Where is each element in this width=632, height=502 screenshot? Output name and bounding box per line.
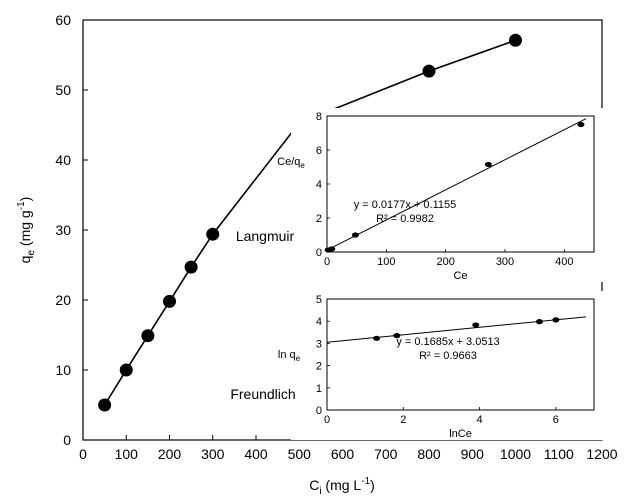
y-tick-label: 30 bbox=[55, 222, 71, 238]
qe-data-point bbox=[163, 294, 176, 308]
x-axis-title: Ci (mg L-1) bbox=[309, 476, 375, 497]
main-plot: 0 100 200 300 400 500 600 700 800 900 1000 1100 1200… bbox=[16, 12, 618, 497]
inset-frame bbox=[326, 298, 595, 411]
inset-data-point bbox=[373, 335, 381, 341]
y-tick-label: 50 bbox=[55, 82, 71, 98]
inset-y-axis-title-sub: e bbox=[300, 161, 305, 170]
x-tick-label: 700 bbox=[374, 446, 398, 462]
x-tick-label: 1200 bbox=[586, 446, 617, 462]
inset-y-tick-label: 6 bbox=[316, 145, 322, 157]
inset-model-label: Langmuir bbox=[236, 228, 295, 244]
y-tick-label: 40 bbox=[55, 152, 71, 168]
qe-data-point bbox=[184, 260, 198, 274]
qe-data-point bbox=[119, 363, 133, 377]
x-tick-label: 1100 bbox=[544, 446, 574, 462]
inset-freundlich: 0 2 4 6 0 1 2 3 4 5 lnCe ln qe y = 0.1685x + 3.0513 R… bbox=[230, 291, 606, 440]
qe-data-point bbox=[509, 33, 522, 47]
inset-langmuir: 0 100 200 300 400 0 2 4 6 8 Ce Ce/qe y = 0.0177x + 0… bbox=[236, 108, 606, 282]
inset-x-tick-label: 2 bbox=[400, 414, 406, 426]
inset-x-tick-label: 200 bbox=[436, 256, 454, 268]
inset-y-tick-label: 0 bbox=[316, 247, 322, 259]
inset-equation: y = 0.0177x + 0.1155 bbox=[354, 199, 457, 211]
inset-data-point bbox=[328, 246, 336, 252]
x-tick-label: 600 bbox=[331, 446, 355, 462]
inset-x-tick-label: 100 bbox=[377, 256, 395, 268]
qe-data-point bbox=[98, 398, 112, 412]
x-tick-label: 300 bbox=[201, 446, 225, 462]
inset-y-axis-title-base: ln q bbox=[278, 349, 296, 361]
inset-y-tick-label: 4 bbox=[316, 316, 322, 328]
x-axis-title-xlabel_end: ) bbox=[370, 477, 375, 493]
inset-y-axis-title-base: Ce/q bbox=[277, 156, 300, 168]
inset-x-axis-title: Ce bbox=[453, 270, 467, 282]
inset-x-tick-label: 4 bbox=[477, 414, 483, 426]
inset-x-tick-label: 300 bbox=[496, 256, 514, 268]
inset-background bbox=[291, 108, 606, 282]
inset-x-tick-label: 400 bbox=[555, 256, 573, 268]
x-axis-title-xlabel_base: C bbox=[309, 477, 319, 493]
y-axis-title-ylabel_base: q bbox=[17, 256, 33, 264]
inset-data-point bbox=[393, 333, 401, 339]
x-tick-label: 800 bbox=[417, 446, 441, 462]
y-axis-title-ylabel_unit: (mg g bbox=[17, 210, 33, 250]
inset-model-label: Freundlich bbox=[230, 386, 295, 402]
y-tick-label: 60 bbox=[55, 12, 71, 28]
x-tick-label: 0 bbox=[79, 446, 87, 462]
qe-data-point bbox=[422, 64, 436, 78]
inset-y-tick-label: 8 bbox=[316, 111, 322, 123]
inset-x-tick-label: 6 bbox=[553, 414, 559, 426]
inset-data-point bbox=[577, 121, 585, 128]
y-axis-title-ylabel_sub: e bbox=[26, 250, 37, 256]
x-axis-title-xlabel_sub: i bbox=[319, 486, 321, 497]
y-axis-title: qe (mg g-1) bbox=[16, 197, 37, 264]
inset-y-tick-label: 5 bbox=[316, 294, 322, 306]
qe-data-point bbox=[206, 227, 220, 241]
inset-y-tick-label: 4 bbox=[316, 179, 322, 191]
y-tick-label: 0 bbox=[63, 432, 71, 448]
inset-data-point bbox=[535, 319, 543, 325]
x-axis-title-xlabel_sup: -1 bbox=[361, 476, 370, 487]
inset-x-tick-label: 0 bbox=[324, 256, 330, 268]
x-tick-label: 1000 bbox=[500, 446, 531, 462]
inset-r-squared: R² = 0.9982 bbox=[376, 213, 434, 225]
y-tick-label: 10 bbox=[55, 362, 71, 378]
inset-x-tick-label: 0 bbox=[324, 414, 330, 426]
inset-background bbox=[291, 291, 606, 440]
qe-data-point bbox=[141, 329, 155, 343]
y-axis-title-ylabel_sup: -1 bbox=[16, 201, 27, 210]
x-tick-label: 100 bbox=[115, 446, 139, 462]
inset-equation: y = 0.1685x + 3.0513 bbox=[396, 336, 499, 348]
inset-y-axis-title: Ce/qe bbox=[277, 156, 305, 170]
y-tick-label: 20 bbox=[55, 292, 71, 308]
y-axis-title-ylabel_end: ) bbox=[17, 197, 33, 202]
inset-y-tick-label: 2 bbox=[316, 213, 322, 225]
inset-data-point bbox=[472, 322, 480, 328]
inset-y-tick-label: 1 bbox=[316, 383, 322, 395]
inset-x-axis-title: lnCe bbox=[449, 428, 472, 440]
inset-y-axis-title-sub: e bbox=[296, 354, 301, 363]
inset-y-tick-label: 2 bbox=[316, 361, 322, 373]
inset-y-tick-label: 0 bbox=[316, 405, 322, 417]
x-tick-label: 400 bbox=[244, 446, 268, 462]
x-tick-label: 200 bbox=[158, 446, 182, 462]
inset-y-tick-label: 3 bbox=[316, 338, 322, 350]
inset-fit-line bbox=[326, 118, 587, 251]
x-axis-title-xlabel_unit: (mg L bbox=[322, 477, 362, 493]
inset-data-point bbox=[552, 317, 560, 323]
x-tick-label: 500 bbox=[288, 446, 312, 462]
inset-data-point bbox=[351, 232, 359, 238]
inset-r-squared: R² = 0.9663 bbox=[419, 350, 477, 362]
x-tick-label: 900 bbox=[461, 446, 485, 462]
inset-data-point bbox=[484, 161, 492, 168]
inset-y-axis-title: ln qe bbox=[278, 349, 301, 363]
